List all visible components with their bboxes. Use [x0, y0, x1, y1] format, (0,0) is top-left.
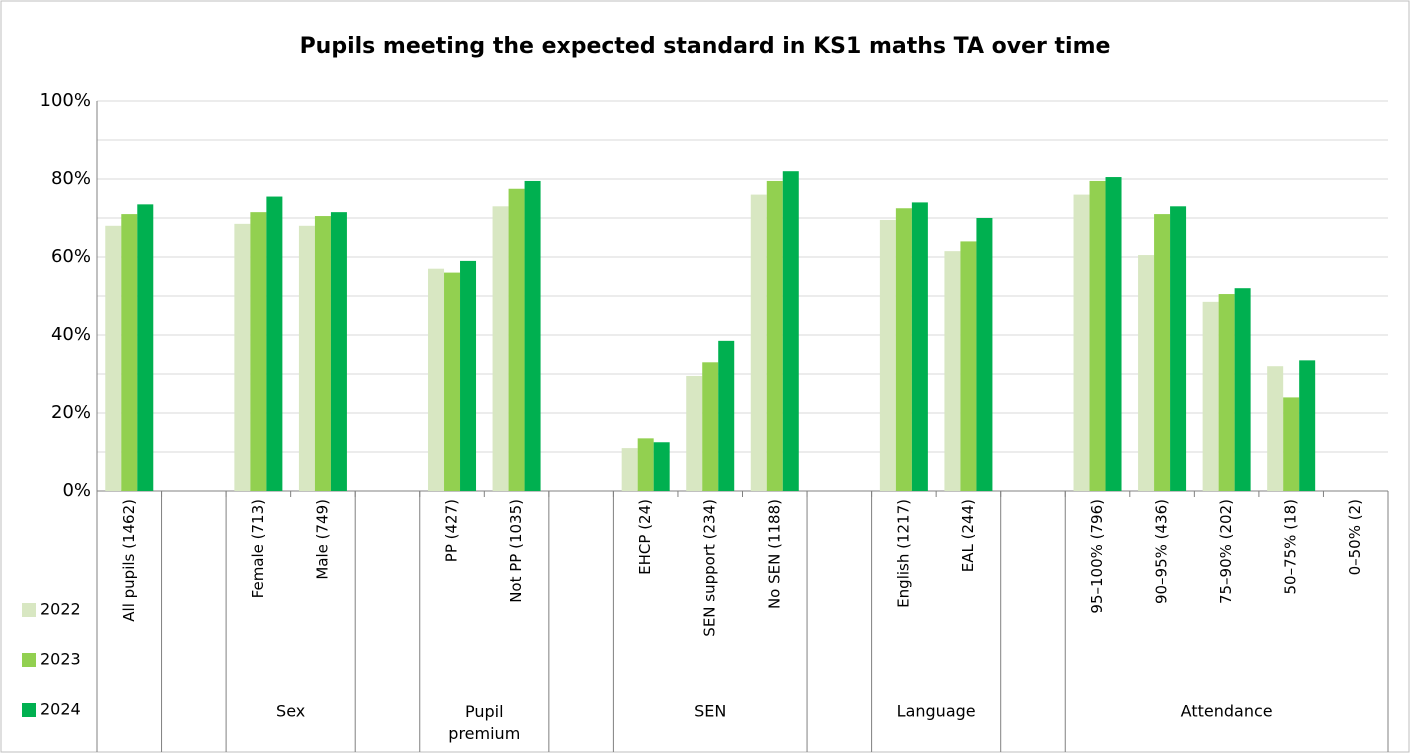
bar [621, 448, 638, 491]
legend-label: 2023 [40, 650, 81, 669]
bar [1267, 366, 1284, 491]
y-tick-label: 0% [62, 480, 91, 501]
x-tick-label: SEN support (234) [701, 499, 719, 637]
group-label: Attendance [1181, 702, 1273, 721]
bar [428, 268, 445, 491]
y-tick-label: 80% [51, 168, 91, 189]
bar [718, 340, 735, 491]
bar [895, 208, 912, 491]
bar [492, 206, 509, 492]
bar [137, 204, 154, 491]
bar [1138, 255, 1155, 491]
bar [298, 225, 315, 492]
x-tick-label: Male (749) [313, 499, 331, 580]
bar [702, 362, 719, 491]
group-label: Language [897, 702, 976, 721]
bar [1283, 397, 1300, 491]
x-tick-label: No SEN (1188) [765, 499, 783, 609]
bar [960, 241, 977, 491]
bar [1202, 301, 1219, 491]
group-label: Pupil premium [448, 702, 520, 743]
bar [1299, 360, 1316, 491]
bar [524, 180, 541, 491]
bar [976, 218, 993, 491]
bar [653, 442, 670, 491]
y-tick-label: 60% [51, 246, 91, 267]
bar [944, 251, 961, 491]
chart-title: Pupils meeting the expected standard in … [300, 34, 1111, 59]
y-tick-label: 40% [51, 324, 91, 345]
x-tick-label: PP (427) [443, 499, 461, 562]
x-tick-label: English (1217) [894, 499, 912, 608]
x-tick-label: 50–75% (18) [1282, 499, 1300, 595]
legend-swatch [22, 703, 36, 717]
bar [314, 216, 331, 492]
bar [750, 194, 767, 491]
x-tick-label: EAL (244) [959, 499, 977, 572]
bar [637, 438, 654, 491]
bar [1105, 177, 1122, 492]
bar [782, 171, 799, 491]
bar [1073, 194, 1090, 491]
legend-swatch [22, 603, 36, 617]
x-tick-label: Not PP (1035) [507, 499, 525, 603]
y-tick-label: 100% [40, 90, 91, 111]
x-tick-label: Female (713) [249, 499, 267, 598]
x-tick-label: EHCP (24) [636, 499, 654, 575]
bar [266, 196, 283, 492]
bar [121, 214, 138, 491]
bar [1089, 180, 1106, 491]
bar [1170, 206, 1187, 492]
bar [460, 260, 477, 491]
bar [250, 212, 267, 491]
bar [911, 202, 928, 491]
bar [508, 188, 525, 491]
x-tick-label: 90–95% (436) [1153, 499, 1171, 604]
bar [879, 219, 896, 491]
bar [234, 223, 251, 491]
bar [444, 272, 461, 491]
x-tick-label: 0–50% (2) [1346, 499, 1364, 575]
bar [686, 375, 703, 491]
x-tick-label: 75–90% (202) [1217, 499, 1235, 604]
legend-label: 2022 [40, 600, 81, 619]
group-label: Sex [276, 702, 305, 721]
x-tick-label: 95–100% (796) [1088, 499, 1106, 614]
bar [105, 225, 122, 492]
y-tick-label: 20% [51, 402, 91, 423]
bar [766, 180, 783, 491]
bar [1234, 288, 1251, 491]
bar [1154, 214, 1171, 491]
group-label: SEN [694, 702, 726, 721]
x-tick-label: All pupils (1462) [120, 499, 138, 622]
legend-swatch [22, 653, 36, 667]
bar [330, 212, 347, 491]
bar [1218, 294, 1235, 491]
legend-label: 2024 [40, 700, 81, 719]
